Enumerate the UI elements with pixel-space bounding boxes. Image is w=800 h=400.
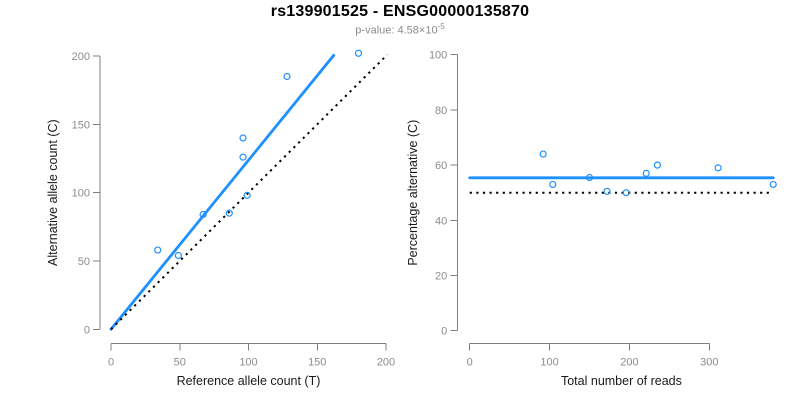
data-point <box>174 251 182 260</box>
scatter-panel-left: 0 50 100 150 200 0 50 100 150 200 Reference allele… <box>46 49 395 388</box>
x-tick-label: 300 <box>700 356 718 368</box>
data-point <box>549 180 557 189</box>
pvalue-exponent: -5 <box>437 22 445 31</box>
data-point <box>585 173 594 182</box>
data-point <box>243 191 251 199</box>
x-tick-label: 200 <box>620 356 638 368</box>
y-tick-label: 80 <box>435 105 447 117</box>
x-tick-label: 0 <box>467 356 473 368</box>
data-point <box>283 72 291 81</box>
pvalue-subtitle: p-value: 4.58×10-5 <box>0 22 800 37</box>
data-point <box>539 150 547 158</box>
x-tick-label: 100 <box>540 356 558 368</box>
y-axis-title: Alternative allele count (C) <box>46 119 60 266</box>
data-point <box>199 210 207 219</box>
pvalue-text: p-value: 4.58×10 <box>355 24 438 37</box>
x-axis-title: Total number of reads <box>561 374 682 388</box>
data-point <box>714 164 722 172</box>
data-point <box>225 209 233 217</box>
data-point <box>622 189 630 197</box>
y-tick-label: 50 <box>78 256 90 268</box>
y-tick-label: 100 <box>429 50 447 62</box>
data-point <box>769 180 777 189</box>
data-point <box>653 161 661 169</box>
x-tick-label: 50 <box>174 356 186 368</box>
y-tick-label: 60 <box>435 160 447 172</box>
y-tick-label: 0 <box>441 326 447 338</box>
x-tick-label: 200 <box>377 356 395 368</box>
x-tick-label: 150 <box>308 356 326 368</box>
x-tick-label: 0 <box>108 356 114 368</box>
y-tick-label: 40 <box>435 215 447 227</box>
y-tick-label: 20 <box>435 271 447 283</box>
identity-line <box>110 53 389 331</box>
fit-line <box>109 53 336 331</box>
x-axis-title: Reference allele count (T) <box>177 374 321 388</box>
data-point <box>603 187 611 195</box>
data-point <box>239 134 247 142</box>
y-tick-label: 200 <box>72 51 90 63</box>
y-tick-label: 150 <box>72 119 90 131</box>
x-tick-label: 100 <box>239 356 257 368</box>
data-point <box>354 49 363 57</box>
y-tick-label: 0 <box>84 324 90 336</box>
data-point <box>154 246 162 254</box>
page-title: rs139901525 - ENSG00000135870 <box>270 3 530 20</box>
y-axis-title: Percentage alternative (C) <box>406 120 420 266</box>
data-point <box>642 169 650 177</box>
data-point <box>239 153 247 161</box>
y-tick-label: 100 <box>72 188 90 200</box>
